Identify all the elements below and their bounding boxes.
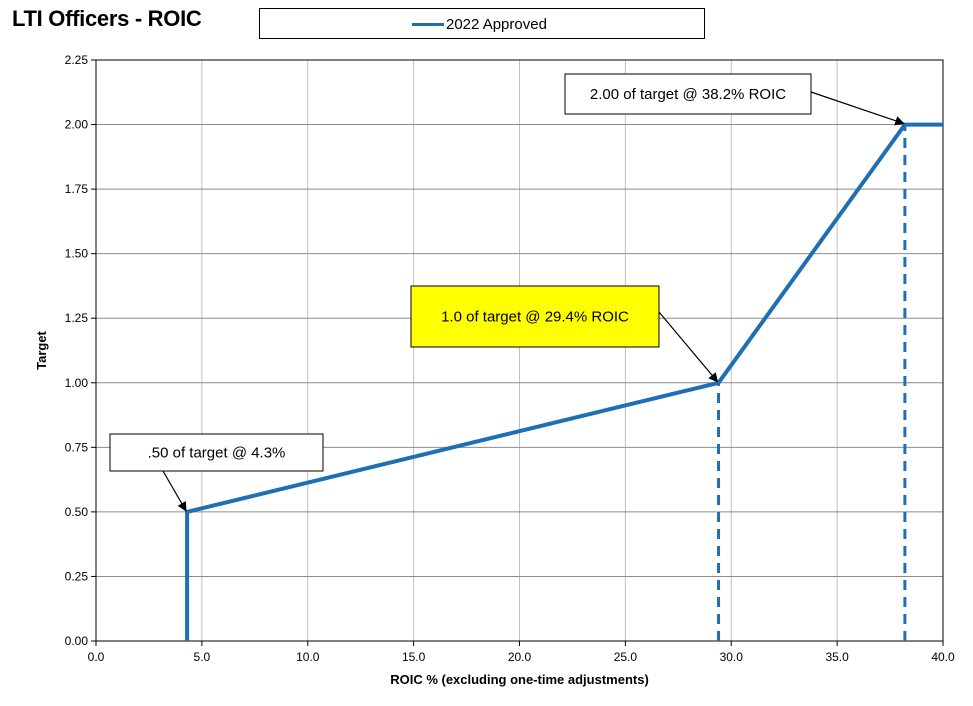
annotation-label: 1.0 of target @ 29.4% ROIC: [441, 309, 629, 326]
x-tick-label: 5.0: [194, 650, 211, 664]
annotation-arrow: [810, 91, 905, 126]
chart-title: LTI Officers - ROIC: [12, 6, 202, 31]
annotation-arrow: [658, 311, 719, 383]
annotation: .50 of target @ 4.3%: [109, 433, 324, 512]
legend-label: 2022 Approved: [446, 16, 547, 33]
annotation: 1.0 of target @ 29.4% ROIC: [410, 285, 719, 383]
x-tick-label: 35.0: [825, 650, 849, 664]
annotation-arrow: [162, 470, 187, 512]
x-tick-label: 15.0: [402, 650, 426, 664]
y-tick-label: 0.75: [65, 440, 89, 454]
annotation: 2.00 of target @ 38.2% ROIC: [564, 73, 905, 126]
y-tick-label: 2.25: [65, 53, 89, 67]
annotation-box: [564, 73, 812, 115]
x-tick-label: 40.0: [931, 650, 955, 664]
y-tick-label: 2.00: [65, 118, 89, 132]
x-tick-label: 0.0: [88, 650, 105, 664]
x-tick-label: 30.0: [720, 650, 744, 664]
y-tick-label: 1.50: [65, 247, 89, 261]
annotation-label: 2.00 of target @ 38.2% ROIC: [590, 86, 786, 103]
y-tick-label: 0.00: [65, 634, 89, 648]
x-axis-title: ROIC % (excluding one-time adjustments): [390, 672, 649, 687]
y-tick-label: 1.75: [65, 182, 89, 196]
legend-swatch: [412, 23, 444, 26]
x-tick-label: 25.0: [614, 650, 638, 664]
annotation-box: [109, 433, 324, 472]
x-tick-label: 20.0: [508, 650, 532, 664]
x-tick-label: 10.0: [296, 650, 320, 664]
y-tick-label: 1.25: [65, 311, 89, 325]
legend: 2022 Approved: [259, 8, 705, 39]
y-tick-label: 1.00: [65, 376, 89, 390]
annotation-label: .50 of target @ 4.3%: [148, 445, 286, 462]
series-line: [185, 122, 943, 641]
annotation-box: [410, 285, 660, 348]
y-tick-label: 0.25: [65, 569, 89, 583]
y-tick-label: 0.50: [65, 505, 89, 519]
y-axis-title: Target: [34, 330, 49, 369]
